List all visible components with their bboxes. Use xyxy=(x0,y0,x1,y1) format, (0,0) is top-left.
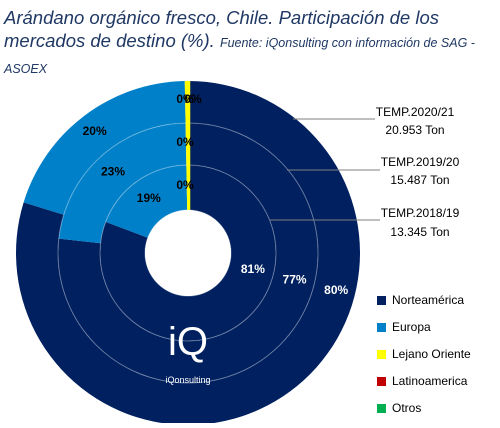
slice-lejano-oriente xyxy=(186,165,188,211)
legend: Norteamérica Europa Lejano Oriente Latinoam… xyxy=(377,293,471,428)
callout-volume: 15.487 Ton xyxy=(390,173,449,187)
logo: iQ iQonsulting xyxy=(165,320,210,385)
data-label-norteamerica: 80% xyxy=(324,283,348,297)
data-label-europa: 19% xyxy=(137,191,161,205)
data-label-norteamerica: 77% xyxy=(283,273,307,287)
legend-label: Otros xyxy=(392,401,422,415)
legend-swatch xyxy=(377,376,386,386)
legend-swatch xyxy=(377,295,386,305)
legend-swatch xyxy=(377,349,386,359)
legend-item: Otros xyxy=(377,401,471,415)
chart-title-text: Arándano orgánico fresco, Chile. Partici… xyxy=(4,7,439,51)
slice-labels: 80%20%0%0%77%23%0%81%19%0% xyxy=(83,92,349,297)
callout-season: TEMP.2018/19 xyxy=(381,206,460,220)
ring-boundaries xyxy=(57,122,319,384)
slice-norteamérica xyxy=(57,123,318,383)
legend-label: Latinoamerica xyxy=(392,374,468,388)
chart-title: Arándano orgánico fresco, Chile. Partici… xyxy=(4,6,496,81)
data-label-latinoamerica: 0% xyxy=(184,92,202,106)
legend-swatch xyxy=(377,403,386,413)
slice-lejano-oriente xyxy=(185,123,188,166)
data-label-lejano-oriente: 0% xyxy=(176,135,194,149)
donut-hole xyxy=(145,210,231,296)
callout-volume: 20.953 Ton xyxy=(385,123,444,137)
data-label-europa: 20% xyxy=(83,124,107,138)
logo-name: iQonsulting xyxy=(165,375,210,385)
legend-item: Latinoamerica xyxy=(377,374,471,388)
chart-source: Fuente: iQonsulting con información de S… xyxy=(4,36,475,76)
callout-volume: 13.345 Ton xyxy=(390,225,449,239)
slice-lejano-oriente xyxy=(184,81,188,124)
series-callouts: TEMP.2020/21 20.953 Ton TEMP.2019/20 15.487… xyxy=(270,105,460,239)
data-label-lejano-oriente: 0% xyxy=(176,92,194,106)
callout-season: TEMP.2019/20 xyxy=(381,155,460,169)
legend-item: Lejano Oriente xyxy=(377,347,471,361)
data-label-europa: 23% xyxy=(101,165,125,179)
donut-rings xyxy=(16,81,360,423)
legend-item: Europa xyxy=(377,320,471,334)
callout-season: TEMP.2020/21 xyxy=(376,105,455,119)
legend-item: Norteamérica xyxy=(377,293,471,307)
legend-swatch xyxy=(377,322,386,332)
slice-norteamérica xyxy=(100,165,277,341)
legend-label: Lejano Oriente xyxy=(392,347,471,361)
legend-label: Europa xyxy=(392,320,431,334)
data-label-lejano-oriente: 0% xyxy=(176,178,194,192)
logo-mark: iQ xyxy=(168,320,208,364)
slice-europa xyxy=(58,123,187,244)
data-label-norteamerica: 81% xyxy=(241,262,265,276)
legend-label: Norteamérica xyxy=(392,293,465,307)
slice-europa xyxy=(105,165,188,238)
slice-europa xyxy=(23,81,186,215)
